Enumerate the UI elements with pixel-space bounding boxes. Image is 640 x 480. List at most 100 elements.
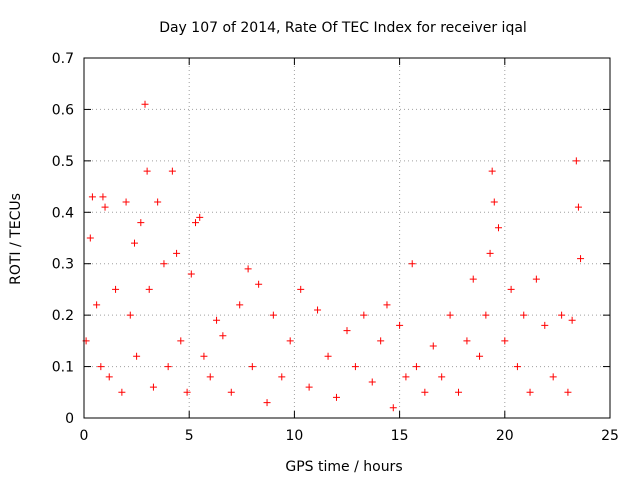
data-point: [160, 260, 168, 268]
y-tick-label: 0.2: [52, 308, 74, 324]
data-point: [408, 260, 416, 268]
data-point: [173, 249, 181, 257]
data-point: [412, 363, 420, 371]
data-point: [526, 388, 534, 396]
data-point: [476, 352, 484, 360]
data-point: [97, 363, 105, 371]
data-point: [332, 393, 340, 401]
data-point: [263, 399, 271, 407]
data-point: [164, 363, 172, 371]
data-point: [192, 219, 200, 227]
y-tick-label: 0.4: [52, 205, 74, 221]
y-axis-label: ROTI / TECUs: [8, 193, 24, 285]
data-point: [99, 193, 107, 201]
data-point: [145, 285, 153, 293]
plot-frame: [83, 57, 611, 419]
data-point: [488, 167, 496, 175]
data-point: [360, 311, 368, 319]
data-point: [507, 285, 515, 293]
x-tick-label: 25: [601, 428, 619, 444]
y-tick-label: 0: [65, 411, 74, 427]
data-point: [133, 352, 141, 360]
data-point: [206, 373, 214, 381]
chart-title: Day 107 of 2014, Rate Of TEC Index for r…: [159, 20, 527, 36]
data-point: [244, 265, 252, 273]
data-point: [187, 270, 195, 278]
data-point: [118, 388, 126, 396]
data-points: [82, 100, 585, 412]
data-point: [564, 388, 572, 396]
y-tick-label: 0.7: [52, 51, 74, 67]
data-point: [314, 306, 322, 314]
data-point: [297, 285, 305, 293]
data-point: [149, 383, 157, 391]
x-tick-label: 20: [496, 428, 514, 444]
data-point: [122, 198, 130, 206]
data-point: [368, 378, 376, 386]
data-point: [183, 388, 191, 396]
y-tick-label: 0.1: [52, 360, 74, 376]
data-point: [86, 234, 94, 242]
data-point: [154, 198, 162, 206]
x-tick-label: 5: [185, 428, 194, 444]
data-point: [494, 224, 502, 232]
data-point: [248, 363, 256, 371]
data-point: [324, 352, 332, 360]
data-point: [137, 219, 145, 227]
data-point: [396, 321, 404, 329]
y-tick-label: 0.6: [52, 102, 74, 118]
data-point: [549, 373, 557, 381]
data-point: [126, 311, 134, 319]
x-tick-label: 10: [285, 428, 303, 444]
data-point: [88, 193, 96, 201]
data-point: [196, 213, 204, 221]
data-point: [255, 280, 263, 288]
x-axis-label: GPS time / hours: [285, 459, 402, 475]
data-point: [577, 255, 585, 263]
data-point: [101, 203, 109, 211]
data-point: [446, 311, 454, 319]
data-point: [305, 383, 313, 391]
data-point: [130, 239, 138, 247]
data-point: [278, 373, 286, 381]
grid-lines: [84, 58, 610, 418]
data-point: [168, 167, 176, 175]
data-point: [463, 337, 471, 345]
data-point: [520, 311, 528, 319]
data-point: [219, 332, 227, 340]
data-point: [377, 337, 385, 345]
data-point: [429, 342, 437, 350]
data-point: [501, 337, 509, 345]
data-point: [568, 316, 576, 324]
data-point: [572, 157, 580, 165]
data-point: [351, 363, 359, 371]
data-point: [343, 327, 351, 335]
data-point: [532, 275, 540, 283]
data-point: [93, 301, 101, 309]
x-tick-label: 0: [80, 428, 89, 444]
data-point: [541, 321, 549, 329]
data-point: [421, 388, 429, 396]
data-point: [486, 249, 494, 257]
data-point: [213, 316, 221, 324]
data-point: [269, 311, 277, 319]
data-point: [574, 203, 582, 211]
data-point: [227, 388, 235, 396]
data-point: [105, 373, 113, 381]
data-point: [236, 301, 244, 309]
data-point: [177, 337, 185, 345]
data-point: [402, 373, 410, 381]
data-point: [482, 311, 490, 319]
data-point: [455, 388, 463, 396]
data-point: [558, 311, 566, 319]
data-point: [490, 198, 498, 206]
data-point: [513, 363, 521, 371]
y-tick-label: 0.3: [52, 257, 74, 273]
data-point: [383, 301, 391, 309]
data-point: [438, 373, 446, 381]
x-tick-label: 15: [391, 428, 409, 444]
data-point: [141, 100, 149, 108]
data-point: [469, 275, 477, 283]
data-point: [286, 337, 294, 345]
y-tick-label: 0.5: [52, 154, 74, 170]
